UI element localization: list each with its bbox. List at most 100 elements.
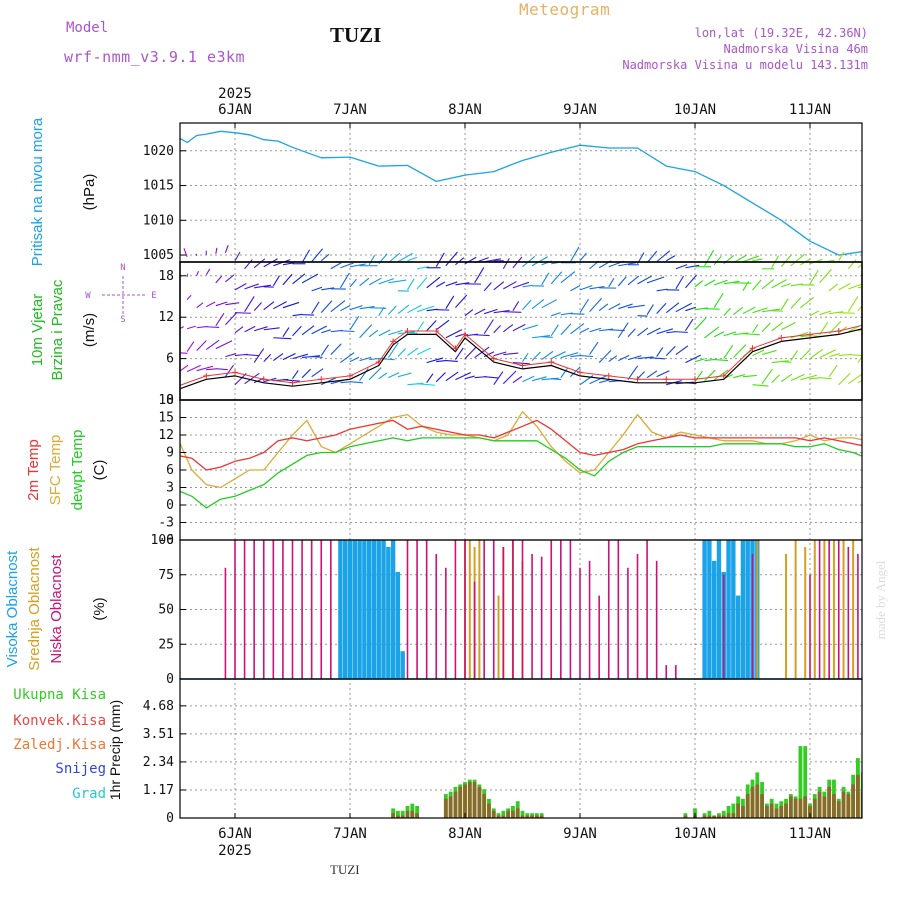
wind-arrow: [206, 368, 217, 371]
wind-arrow: [387, 252, 401, 264]
wind-arrow: [857, 380, 862, 384]
wind-arrow: [857, 263, 862, 269]
y-tick-label: 0: [166, 672, 174, 687]
wind-arrow: [234, 372, 247, 386]
wind-arrow: [253, 302, 262, 312]
wind-arrow: [742, 281, 750, 292]
wind-arrow: [665, 302, 680, 314]
wind-arrow: [244, 372, 260, 385]
wind-arrow: [321, 377, 336, 386]
convective-precip-bar: [745, 794, 750, 818]
wind-arrow: [848, 283, 862, 290]
convective-precip-bar: [760, 794, 764, 818]
low-cloud-bar: [464, 540, 466, 679]
high-cloud-bar: [371, 540, 377, 679]
convective-precip-bar: [415, 813, 419, 818]
wind-arrow: [484, 376, 499, 379]
low-cloud-bar: [425, 540, 428, 679]
convective-precip-bar: [534, 815, 539, 818]
y-tick-label: 12: [158, 428, 174, 443]
wind-arrow: [684, 318, 694, 332]
convective-precip-bar: [817, 791, 822, 818]
total-precip-bar: [866, 737, 870, 818]
wind-arrow: [196, 302, 204, 309]
high-cloud-bar: [357, 540, 362, 679]
wind-title-1: 10m Vjetar: [29, 294, 46, 367]
wind-arrow: [359, 324, 373, 339]
temp-dewpt-line: [180, 437, 862, 509]
high-cloud-bar: [702, 540, 707, 679]
wind-arrow: [234, 312, 252, 314]
wind-arrow: [234, 326, 244, 334]
convective-precip-bar: [511, 810, 515, 818]
wind-arrow: [646, 250, 658, 264]
wind-arrow: [368, 329, 379, 338]
wind-arrow: [781, 361, 792, 363]
wind-arrow: [618, 303, 633, 310]
wind-arrow: [570, 354, 582, 358]
wind-arrow: [618, 262, 637, 267]
wind-arrow: [426, 276, 441, 289]
wind-arrow: [627, 355, 642, 361]
wind-arrow: [656, 302, 667, 315]
mid-cloud-bar: [468, 540, 471, 679]
wind-arrow: [340, 352, 355, 364]
wind-arrow: [896, 370, 900, 378]
wind-arrow: [656, 347, 664, 357]
wind-arrow: [887, 274, 896, 285]
wind-arrow: [857, 355, 862, 363]
low-cloud-bar: [521, 540, 524, 679]
wind-arrow: [359, 356, 372, 362]
wind-arrow: [838, 283, 851, 291]
low-cloud-bar: [512, 540, 514, 679]
wind-arrow: [551, 312, 561, 317]
wind-arrow: [761, 368, 773, 384]
wind-arrow: [589, 375, 607, 385]
y-tick-label: 18: [158, 269, 174, 284]
wind-arrow: [503, 311, 522, 313]
wind-arrow: [896, 354, 900, 358]
wind-arrow: [378, 278, 395, 285]
convective-precip-bar: [860, 791, 862, 818]
wind-arrow: [205, 339, 220, 351]
high-cloud-bar: [716, 540, 722, 679]
wind-arrow: [320, 344, 329, 356]
wind-arrow: [541, 377, 559, 381]
wind-arrow: [205, 301, 216, 308]
total-precip-bar: [410, 803, 415, 818]
high-cloud-bar: [376, 540, 381, 679]
wind-arrow: [762, 308, 780, 313]
wind-arrow: [512, 323, 526, 332]
low-cloud-bar: [492, 540, 495, 679]
total-precip-bar: [880, 720, 884, 818]
wind-arrow: [857, 286, 862, 289]
wind-arrow: [397, 372, 412, 378]
convective-precip-bar: [784, 803, 788, 818]
model-name: wrf-nmm_v3.9.1 e3km: [64, 48, 246, 66]
wind-arrow: [723, 345, 734, 359]
wind-arrow: [733, 374, 746, 379]
wind-arrow: [887, 328, 893, 337]
wind-arrow: [493, 325, 501, 334]
convective-precip-bar: [741, 806, 745, 818]
total-precip-bar: [396, 810, 400, 818]
wind-arrow: [215, 312, 225, 327]
convective-precip-bar: [539, 815, 544, 818]
wind-arrow: [416, 305, 435, 313]
y-tick-label: 0: [166, 811, 174, 826]
convective-precip-bar: [391, 813, 396, 818]
y-tick-label: 18: [158, 393, 174, 408]
wind-arrow: [742, 306, 756, 315]
wind-arrow: [292, 273, 306, 285]
total-precip-bar: [798, 746, 803, 818]
wind-arrow: [732, 344, 747, 358]
cloud-high-title: Visoka Oblacnost: [4, 550, 21, 667]
low-cloud-bar: [406, 540, 409, 679]
convective-precip-bar: [467, 782, 472, 818]
high-cloud-bar: [386, 546, 391, 679]
wind-arrow: [761, 278, 775, 290]
gust-marker: [433, 328, 440, 334]
wind-arrow: [512, 362, 530, 365]
wind-arrow: [656, 288, 668, 292]
bottom-day-label: 9JAN: [563, 826, 597, 842]
